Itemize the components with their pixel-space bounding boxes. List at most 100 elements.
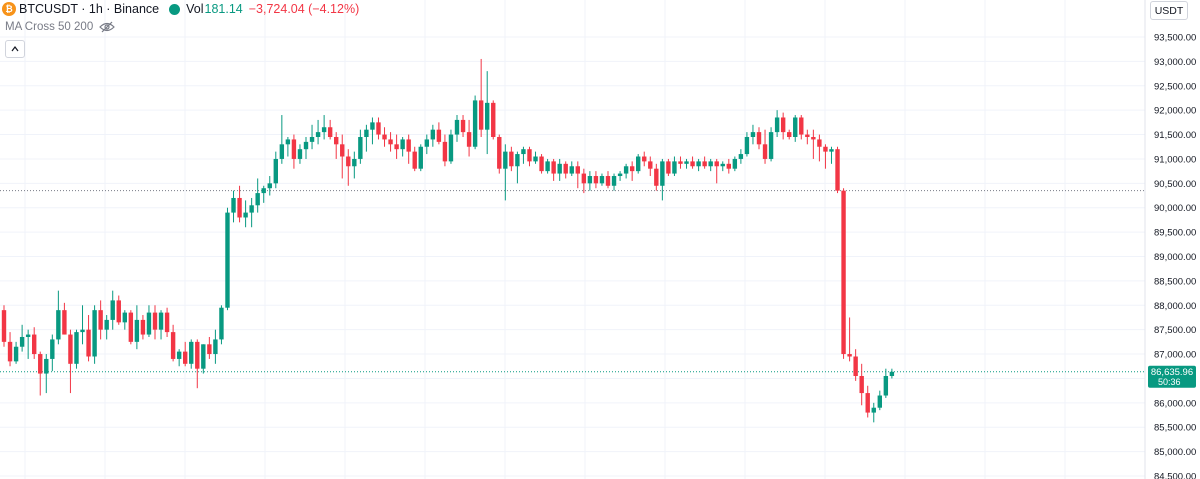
candle[interactable] [696,158,701,172]
candle[interactable] [62,302,67,335]
candle[interactable] [19,324,25,352]
candle[interactable] [672,156,677,177]
candle[interactable] [527,146,532,167]
candle[interactable] [309,124,315,150]
candle[interactable] [140,315,146,340]
candle[interactable] [557,158,562,181]
candle[interactable] [787,129,792,140]
candle[interactable] [358,129,363,164]
candle[interactable] [642,151,647,167]
candle[interactable] [13,341,19,364]
candle[interactable] [793,115,798,142]
candle[interactable] [297,144,303,164]
candle[interactable] [877,390,882,411]
candle[interactable] [466,119,472,157]
candle[interactable] [714,158,719,184]
candle[interactable] [660,158,665,201]
candle[interactable] [183,341,188,367]
candle[interactable] [629,161,635,181]
candle[interactable] [128,310,134,345]
candle[interactable] [279,115,285,164]
eye-crossed-icon[interactable] [99,21,116,33]
candle[interactable] [249,197,254,228]
candle[interactable] [400,136,405,157]
candle[interactable] [533,151,538,164]
candle[interactable] [285,136,291,157]
candle[interactable] [219,305,224,345]
candle[interactable] [684,158,689,169]
candle[interactable] [170,324,176,362]
candle[interactable] [80,305,85,345]
candle[interactable] [491,100,496,140]
candle[interactable] [382,127,387,147]
candle[interactable] [593,171,599,189]
candle[interactable] [225,207,230,311]
candle[interactable] [829,146,834,164]
candle[interactable] [454,115,460,142]
candle[interactable] [195,339,200,389]
candle[interactable] [418,144,423,172]
candle[interactable] [231,190,236,223]
candle[interactable] [370,117,375,145]
candle[interactable] [394,134,399,159]
candle[interactable] [853,349,858,381]
candle[interactable] [98,300,103,340]
candle[interactable] [835,146,840,194]
candle[interactable] [623,163,629,179]
candle[interactable] [636,154,641,174]
candle[interactable] [666,158,671,177]
candle[interactable] [340,134,345,179]
candle[interactable] [774,110,780,137]
candle[interactable] [44,354,49,394]
candle[interactable] [74,329,79,369]
candle[interactable] [702,156,707,169]
candle[interactable] [424,134,429,155]
candle[interactable] [376,117,381,140]
candle[interactable] [327,119,333,140]
candle[interactable] [152,305,158,340]
candle[interactable] [255,178,260,213]
candle[interactable] [364,124,369,152]
candle[interactable] [68,329,73,394]
candle[interactable] [515,151,520,184]
candle[interactable] [92,305,97,364]
candle[interactable] [865,385,870,418]
candle[interactable] [267,176,272,196]
candle[interactable] [617,171,623,181]
candle[interactable] [261,185,266,203]
candle[interactable] [521,146,526,164]
candle[interactable] [472,95,478,150]
candle[interactable] [509,146,514,172]
candle[interactable] [732,156,738,172]
candle[interactable] [207,336,212,359]
candle[interactable] [436,122,442,145]
candle[interactable] [412,146,417,172]
candle[interactable] [823,144,828,169]
candle[interactable] [303,136,309,159]
candle[interactable] [799,115,804,140]
candle[interactable] [116,295,121,325]
candle[interactable] [273,151,278,189]
candle[interactable] [164,307,170,337]
candle[interactable] [315,119,321,145]
candle[interactable] [388,132,393,152]
candle[interactable] [817,134,822,162]
candle[interactable] [648,156,653,177]
candle[interactable] [291,134,297,169]
candle[interactable] [738,149,744,164]
candle[interactable] [430,124,436,147]
candle[interactable] [146,305,152,337]
candle[interactable] [38,351,43,396]
candle[interactable] [134,305,140,350]
candle[interactable] [871,402,876,423]
candle[interactable] [110,290,115,330]
candle[interactable] [406,134,411,164]
candle[interactable] [503,144,508,201]
candle[interactable] [442,134,448,167]
candle[interactable] [889,368,895,379]
candle[interactable] [237,185,242,223]
candle[interactable] [539,154,544,174]
candle[interactable] [50,334,55,372]
candle[interactable] [352,151,357,179]
candle[interactable] [176,349,182,367]
